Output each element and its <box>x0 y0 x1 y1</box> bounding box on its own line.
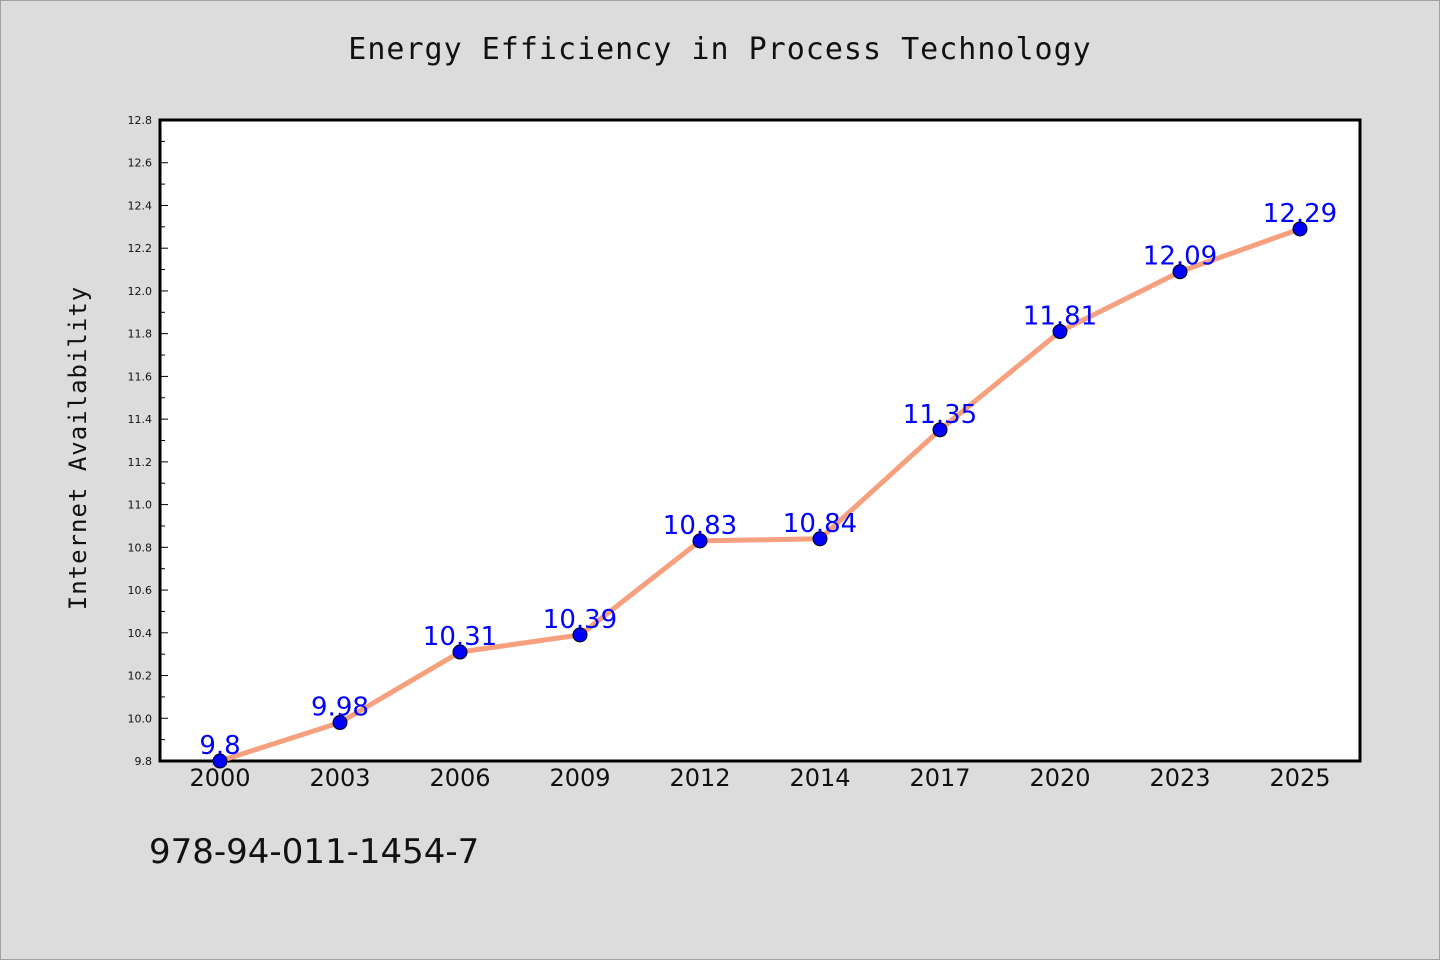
data-label: 12.09 <box>1143 242 1217 272</box>
data-point <box>1052 324 1068 340</box>
plot-area <box>158 118 1362 763</box>
footer-text: 978-94-011-1454-7 <box>149 832 480 872</box>
data-point <box>452 644 468 660</box>
y-tick-label: 10.4 <box>128 627 153 640</box>
y-tick-label: 12.2 <box>128 242 153 255</box>
y-tick-label: 10.6 <box>128 584 153 597</box>
data-point <box>1172 264 1188 280</box>
y-tick-label: 12.4 <box>128 199 153 212</box>
data-point <box>1292 221 1308 237</box>
x-tick-label: 2009 <box>549 764 610 792</box>
y-tick-label: 12.6 <box>128 157 153 170</box>
y-tick-label: 12.0 <box>128 285 153 298</box>
data-point <box>332 715 348 731</box>
data-label: 10.31 <box>423 622 497 652</box>
y-axis-label: Internet Availability <box>64 286 92 610</box>
data-label: 11.81 <box>1023 302 1097 332</box>
x-tick-label: 2025 <box>1269 764 1330 792</box>
data-label: 10.39 <box>543 605 617 635</box>
x-tick-label: 2020 <box>1029 764 1090 792</box>
y-tick-label: 11.0 <box>128 499 153 512</box>
y-tick-label: 10.8 <box>128 541 153 554</box>
data-label: 12.29 <box>1263 199 1337 229</box>
x-axis: 2000 2003 2006 2009 2012 2014 2017 2020 2023 2025 <box>189 764 1330 792</box>
data-label: 10.83 <box>663 511 737 541</box>
y-tick-label: 10.0 <box>128 712 153 725</box>
y-axis: 9.8 10.0 10.2 10.4 10.6 10.8 11.0 11.2 11.4 11.6 1… <box>128 114 168 768</box>
data-label: 10.84 <box>783 509 857 539</box>
data-labels: 9.8 9.98 10.31 10.39 10.83 10.84 11.35 11.81 12.… <box>199 199 1337 761</box>
y-tick-label: 10.2 <box>128 670 153 683</box>
data-point <box>932 422 948 438</box>
y-tick-label: 11.4 <box>128 413 153 426</box>
y-tick-label: 11.2 <box>128 456 153 469</box>
x-tick-label: 2006 <box>429 764 490 792</box>
data-label: 9.8 <box>199 731 240 761</box>
data-label: 11.35 <box>903 400 977 430</box>
y-tick-label: 9.8 <box>135 755 153 768</box>
x-tick-label: 2000 <box>189 764 250 792</box>
x-tick-label: 2017 <box>909 764 970 792</box>
x-tick-label: 2023 <box>1149 764 1210 792</box>
x-tick-label: 2014 <box>789 764 850 792</box>
series-line <box>219 226 1301 764</box>
y-tick-label: 12.8 <box>128 114 153 127</box>
x-tick-label: 2012 <box>669 764 730 792</box>
y-tick-label: 11.8 <box>128 328 153 341</box>
x-tick-label: 2003 <box>309 764 370 792</box>
chart-title: Energy Efficiency in Process Technology <box>348 32 1092 67</box>
series <box>212 221 1308 769</box>
data-point <box>692 533 708 549</box>
data-point <box>212 753 228 769</box>
data-point <box>812 531 828 547</box>
y-tick-label: 11.6 <box>128 370 153 383</box>
data-point <box>572 627 588 643</box>
data-label: 9.98 <box>311 693 369 723</box>
